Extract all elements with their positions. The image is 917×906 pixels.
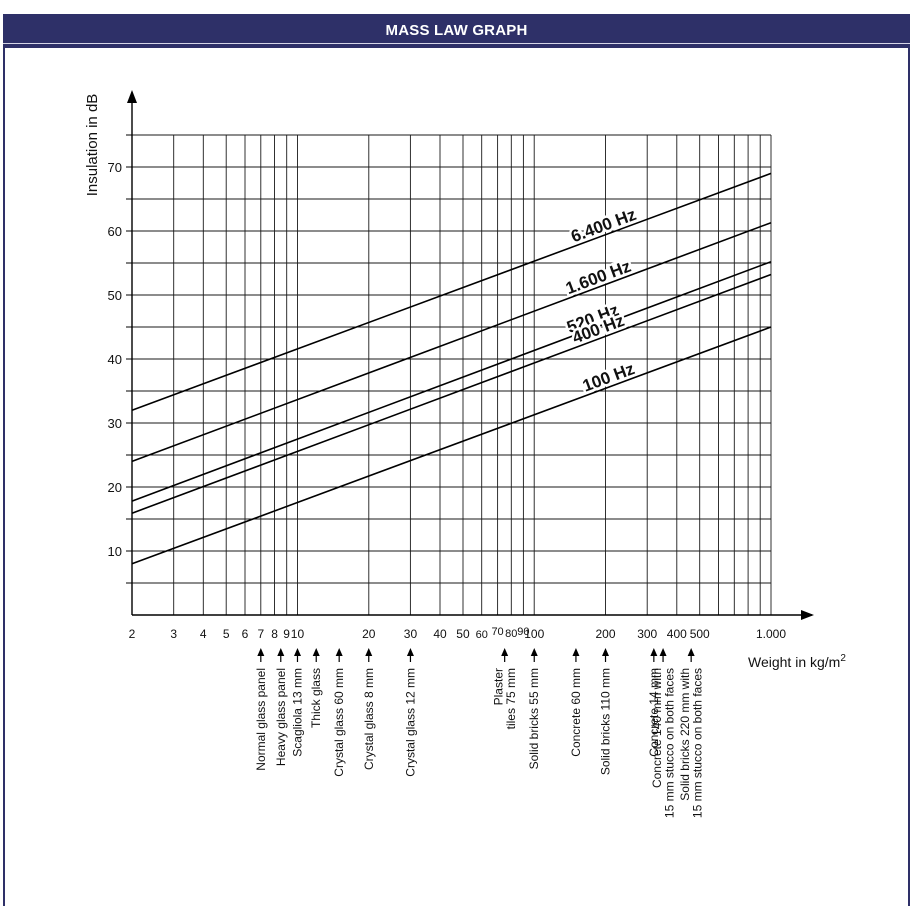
annotation-label: Thick glass xyxy=(309,668,323,728)
annotation-label: Concrete 60 mm xyxy=(569,668,583,757)
annotation-label: Solid bricks 110 mm xyxy=(599,668,613,775)
annotation-label: Crystal glass 8 mm xyxy=(362,668,376,770)
x-tick-label: 2 xyxy=(129,627,136,641)
annotation-arrow-head xyxy=(277,648,285,656)
x-tick-label: 7 xyxy=(257,627,264,641)
annotation-label: tiles 75 mm xyxy=(504,668,518,729)
y-tick-label: 60 xyxy=(108,224,122,239)
series-label: 100 Hz xyxy=(580,359,637,396)
annotation-arrow-head xyxy=(406,648,414,656)
annotation-label: Crystal glass 60 mm xyxy=(332,668,346,777)
material-annotation: Scagliola 13 mm xyxy=(291,648,305,757)
annotation-label: 15 mm stucco on both faces xyxy=(690,668,704,818)
annotation-label: Heavy glass panel xyxy=(274,668,288,766)
material-annotation: Solid bricks 55 mm xyxy=(527,648,541,769)
annotation-arrow-head xyxy=(687,648,695,656)
series-line-6-400-hz xyxy=(131,172,772,411)
material-annotation: Solid bricks 110 mm xyxy=(599,648,613,775)
annotation-label: Solid bricks 220 mm with xyxy=(678,668,692,801)
grid-lines xyxy=(131,134,772,615)
x-tick-label: 6 xyxy=(242,627,249,641)
x-tick-label: 4 xyxy=(200,627,207,641)
x-tick-label: 400 xyxy=(667,627,687,641)
series-line-400-hz xyxy=(131,273,772,514)
x-axis-arrowhead xyxy=(801,610,814,620)
chart-title: MASS LAW GRAPH xyxy=(385,22,528,39)
material-annotation: Heavy glass panel xyxy=(274,648,288,766)
y-axis-arrowhead xyxy=(127,90,137,103)
x-tick-label: 10 xyxy=(291,627,305,641)
y-axis-label: Insulation in dB xyxy=(84,94,101,197)
title-rule xyxy=(3,43,910,44)
x-tick-label: 300 xyxy=(637,627,657,641)
x-tick-label: 20 xyxy=(362,627,376,641)
x-tick-label: 5 xyxy=(223,627,230,641)
annotation-arrow-head xyxy=(335,648,343,656)
annotation-label: Solid bricks 55 mm xyxy=(527,668,541,769)
annotation-label: Concrete 140 mm with xyxy=(650,668,664,788)
x-tick-label: 50 xyxy=(456,627,470,641)
series-line-520-hz xyxy=(131,260,772,502)
series-line-1-600-hz xyxy=(131,221,772,463)
annotation-arrow-head xyxy=(257,648,265,656)
y-tick-label: 20 xyxy=(108,480,122,495)
annotation-label: Plaster xyxy=(491,668,505,705)
x-tick-label: 60 xyxy=(476,629,488,641)
x-tick-label: 1.000 xyxy=(756,627,786,641)
material-annotation: Crystal glass 8 mm xyxy=(362,648,376,770)
material-annotation: Crystal glass 12 mm xyxy=(403,648,417,777)
series-line-100-hz xyxy=(131,326,772,565)
y-tick-label: 30 xyxy=(108,416,122,431)
annotation-arrow-head xyxy=(501,648,509,656)
x-axis-label-superscript: 2 xyxy=(840,653,846,664)
annotation-arrow-head xyxy=(659,648,667,656)
chart-frame xyxy=(3,14,910,906)
x-tick-label: 200 xyxy=(595,627,615,641)
x-tick-label: 40 xyxy=(433,627,447,641)
x-tick-label: 30 xyxy=(404,627,418,641)
annotation-arrow-head xyxy=(602,648,610,656)
material-annotation: Thick glass xyxy=(309,648,323,728)
annotation-label: Crystal glass 12 mm xyxy=(403,668,417,777)
title-bar: MASS LAW GRAPH xyxy=(3,14,910,48)
y-tick-label: 40 xyxy=(108,352,122,367)
material-annotation: Concrete 60 mm xyxy=(569,648,583,757)
material-annotation: Crystal glass 60 mm xyxy=(332,648,346,777)
y-tick-label: 10 xyxy=(108,544,122,559)
series-label: 6.400 Hz xyxy=(568,205,638,246)
annotation-label: 15 mm stucco on both faces xyxy=(662,668,676,818)
annotation-arrow-head xyxy=(572,648,580,656)
x-axis-label: Weight in kg/m2 xyxy=(748,653,846,670)
x-tick-label: 9 xyxy=(283,627,290,641)
material-annotation: Concrete 14 mm xyxy=(647,648,661,757)
annotation-arrow-head xyxy=(650,648,658,656)
x-tick-label: 3 xyxy=(170,627,177,641)
x-tick-label: 8 xyxy=(271,627,278,641)
material-annotation: Normal glass panel xyxy=(254,648,268,771)
x-tick-label: 500 xyxy=(690,627,710,641)
x-tick-label: 90 xyxy=(517,626,529,638)
x-tick-label: 70 xyxy=(491,626,503,638)
annotation-arrow-head xyxy=(530,648,538,656)
annotation-label: Normal glass panel xyxy=(254,668,268,771)
annotation-label: Concrete 14 mm xyxy=(647,668,661,757)
y-tick-label: 50 xyxy=(108,288,122,303)
x-tick-label: 100 xyxy=(524,627,544,641)
annotation-arrow-head xyxy=(365,648,373,656)
y-tick-label: 70 xyxy=(108,160,122,175)
annotation-label: Scagliola 13 mm xyxy=(291,668,305,757)
annotation-arrow-head xyxy=(312,648,320,656)
annotation-arrow-head xyxy=(293,648,301,656)
x-tick-label: 80 xyxy=(505,628,517,640)
